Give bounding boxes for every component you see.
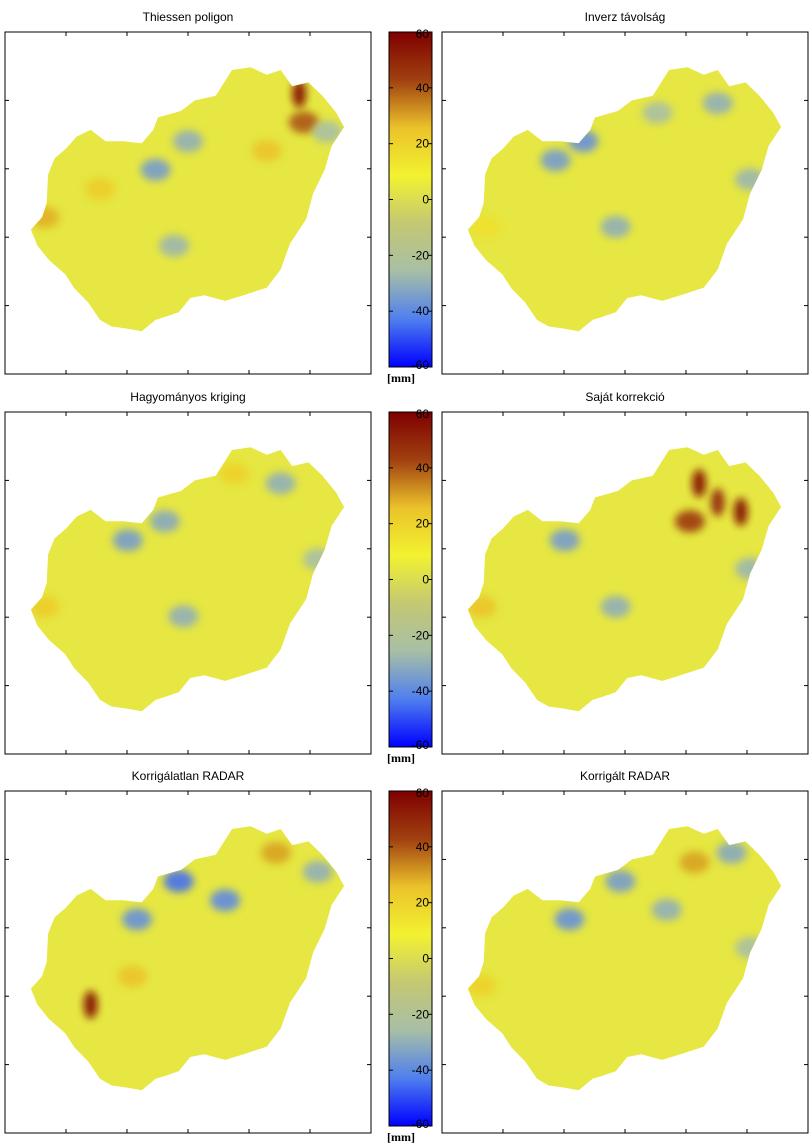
colorbar-tick-label: -40 [412,684,430,698]
colorbar-tick-label: 60 [416,407,430,421]
country-area [467,67,782,332]
map-panel-5: Korrigált RADAR [441,769,809,1134]
anomaly-mark [210,889,241,912]
anomaly-layer [471,92,766,238]
anomaly-mark [679,851,710,874]
anomaly-mark [288,111,319,134]
colorbar-tick-label: 20 [416,137,430,151]
colorbar-unit: [mm] [387,751,415,765]
anomaly-mark [540,149,571,172]
anomaly-mark [219,462,250,485]
anomaly-mark [651,898,682,921]
anomaly-mark [710,488,725,517]
anomaly-mark [251,139,282,162]
anomaly-mark [83,990,98,1019]
colorbar-tick-label: -40 [412,1063,430,1077]
colorbar-tick-label: 60 [416,27,430,41]
colorbar-tick-label: 40 [416,461,430,475]
anomaly-mark [112,529,143,552]
country-area [30,826,345,1091]
anomaly-mark [471,215,501,238]
map-panel-2: Hagyományos kriging [4,390,372,755]
colorbar-unit: [mm] [387,1130,415,1144]
country-area [467,826,782,1091]
anomaly-mark [600,215,631,238]
panel-title: Korrigálatlan RADAR [132,769,245,783]
anomaly-mark [265,472,296,495]
anomaly-layer [30,79,342,257]
colorbar-tick-label: 20 [416,517,430,531]
colorbar-tick-label: 20 [416,896,430,910]
anomaly-mark [292,79,307,108]
anomaly-mark [159,234,190,257]
country-area [30,447,345,712]
anomaly-mark [702,92,733,115]
anomaly-mark [674,510,705,533]
colorbar-2: 60 40 20 0 -20 -40 -60[mm] [387,786,433,1144]
anomaly-mark [122,908,152,931]
panel-title: Saját korrekció [585,390,665,404]
colorbar-tick-label: -20 [412,1007,430,1021]
colorbar-tick-label: -60 [412,358,430,372]
country-area [30,67,345,332]
colorbar-tick-label: -40 [412,304,430,318]
anomaly-mark [173,130,203,153]
colorbar-gradient [388,411,433,748]
anomaly-mark [642,101,673,124]
panel-title: Korrigált RADAR [580,769,670,783]
colorbar-tick-label: 40 [416,81,430,95]
anomaly-layer [83,841,333,1019]
anomaly-mark [605,870,636,893]
country-area [467,447,782,712]
anomaly-mark [302,860,333,883]
anomaly-mark [140,158,171,181]
anomaly-mark [733,497,748,526]
panel-title: Hagyományos kriging [130,390,245,404]
anomaly-mark [163,870,194,893]
colorbar-tick-label: 0 [422,573,429,587]
colorbar-tick-label: -60 [412,738,430,752]
panel-title: Inverz távolság [585,10,666,24]
colorbar-gradient [388,790,433,1127]
anomaly-mark [261,841,291,864]
anomaly-mark [692,469,707,498]
colorbar-tick-label: -60 [412,1117,430,1131]
colorbar-tick-label: 0 [422,952,429,966]
map-panel-0: Thiessen poligon [4,10,372,375]
anomaly-mark [549,529,580,552]
colorbar-unit: [mm] [387,371,415,385]
colorbar-tick-label: 0 [422,193,429,207]
anomaly-mark [716,841,747,864]
map-panel-3: Saját korrekció [441,390,809,755]
map-panel-1: Inverz távolság [441,10,809,375]
colorbar-1: 60 40 20 0 -20 -40 -60[mm] [387,407,433,765]
map-panel-4: Korrigálatlan RADAR [4,769,372,1134]
anomaly-mark [554,908,585,931]
anomaly-mark [117,965,148,988]
colorbar-tick-label: -20 [412,628,430,642]
colorbar-tick-label: 40 [416,840,430,854]
colorbar-0: 60 40 20 0 -20 -40 -60[mm] [387,27,433,385]
anomaly-layer [467,469,766,618]
anomaly-mark [168,605,199,628]
anomaly-mark [85,177,115,200]
panel-title: Thiessen poligon [143,10,234,24]
anomaly-mark [600,595,631,618]
colorbar-tick-label: -20 [412,248,430,262]
anomaly-mark [312,120,342,143]
colorbar-tick-label: 60 [416,786,430,800]
anomaly-mark [149,510,180,533]
